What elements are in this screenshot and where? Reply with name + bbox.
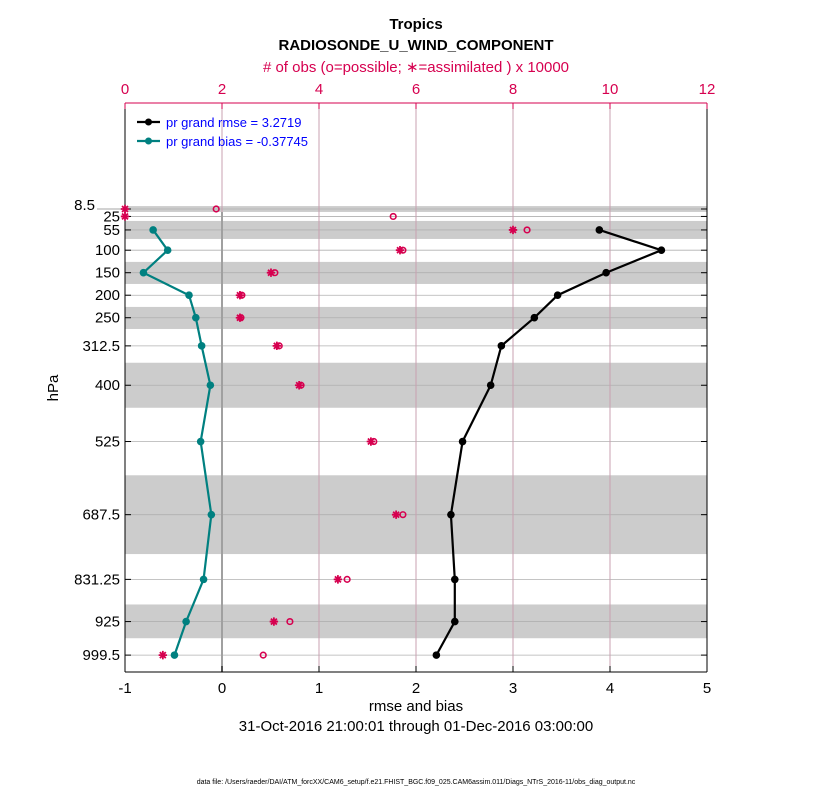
x-axis-label: rmse and bias bbox=[369, 698, 463, 715]
footer-data-file: data file: /Users/raeder/DAI/ATM_forcXX/… bbox=[197, 779, 636, 786]
series-point-0 bbox=[595, 226, 604, 234]
top-tick-label: 2 bbox=[218, 81, 226, 98]
x-tick-label: 3 bbox=[509, 680, 517, 697]
top-tick-label: 0 bbox=[121, 81, 129, 98]
top-tick-label: 4 bbox=[315, 81, 323, 98]
series-point-0 bbox=[657, 246, 666, 255]
series-point-0 bbox=[497, 342, 506, 350]
x-tick-label: 5 bbox=[703, 680, 711, 697]
y-tick-label: 999.5 bbox=[82, 647, 120, 664]
series-line-0 bbox=[435, 228, 665, 656]
series-point-0 bbox=[486, 381, 495, 390]
chart-title: Tropics bbox=[389, 16, 442, 33]
series-point-1 bbox=[199, 575, 208, 584]
obs-possible-marker bbox=[286, 617, 294, 626]
legend-label-0: pr grand rmse = 3.2719 bbox=[166, 115, 302, 130]
legend-marker-1 bbox=[145, 137, 152, 145]
top-axis-label: # of obs (o=possible; ∗=assimilated ) x … bbox=[263, 59, 569, 76]
series-point-0 bbox=[458, 437, 467, 446]
y-tick-label: 831.25 bbox=[74, 571, 120, 588]
series-point-1 bbox=[196, 437, 205, 446]
y-tick-label: 150 bbox=[95, 265, 120, 282]
y-tick-label: 25 bbox=[103, 208, 120, 225]
obs-assimilated-marker bbox=[120, 204, 130, 214]
obs-possible-marker bbox=[389, 212, 397, 221]
series-point-1 bbox=[207, 510, 216, 519]
x-tick-label: 0 bbox=[218, 680, 226, 697]
series-line-1 bbox=[141, 229, 213, 656]
series-point-0 bbox=[451, 617, 459, 626]
obs-assimilated-marker bbox=[266, 268, 276, 277]
series-point-0 bbox=[432, 651, 441, 659]
obs-assimilated-marker bbox=[508, 225, 518, 235]
legend-label-1: pr grand bias = -0.37745 bbox=[166, 134, 308, 149]
y-tick-label: 100 bbox=[95, 242, 120, 259]
obs-assimilated-marker bbox=[158, 650, 168, 660]
y-tick-label: 250 bbox=[95, 310, 120, 327]
series-point-1 bbox=[206, 381, 215, 390]
y-tick-label: 200 bbox=[95, 287, 120, 304]
y-axis-label: hPa bbox=[45, 374, 62, 401]
y-tick-label: 687.5 bbox=[82, 507, 120, 524]
series-point-1 bbox=[170, 651, 179, 659]
series-point-0 bbox=[602, 268, 610, 277]
series-point-1 bbox=[182, 617, 190, 626]
series-point-1 bbox=[149, 226, 157, 234]
series-point-1 bbox=[139, 268, 148, 277]
series-point-0 bbox=[447, 510, 455, 519]
series-point-0 bbox=[553, 291, 562, 300]
legend-marker-0 bbox=[145, 118, 152, 126]
series-point-1 bbox=[192, 313, 200, 322]
obs-assimilated-marker bbox=[294, 381, 304, 390]
obs-assimilated-marker bbox=[272, 341, 282, 351]
obs-assimilated-marker bbox=[120, 212, 130, 221]
obs-possible-marker bbox=[523, 226, 531, 234]
chart-subtitle: RADIOSONDE_U_WIND_COMPONENT bbox=[278, 37, 553, 54]
obs-possible-marker bbox=[259, 651, 267, 659]
y-tick-label: 8.5 bbox=[74, 197, 95, 214]
obs-assimilated-marker bbox=[333, 575, 343, 584]
x-tick-label: -1 bbox=[118, 680, 131, 697]
series-point-1 bbox=[185, 291, 193, 300]
y-tick-label: 55 bbox=[103, 222, 120, 239]
series-point-0 bbox=[530, 313, 539, 322]
y-tick-label: 400 bbox=[95, 377, 120, 394]
obs-assimilated-marker bbox=[366, 437, 376, 446]
obs-assimilated-marker bbox=[391, 510, 401, 519]
top-tick-label: 12 bbox=[699, 81, 716, 98]
top-tick-label: 8 bbox=[509, 81, 517, 98]
obs-assimilated-marker bbox=[395, 246, 405, 255]
x-tick-label: 1 bbox=[315, 680, 323, 697]
series-point-0 bbox=[451, 575, 459, 584]
x-tick-label: 2 bbox=[412, 680, 420, 697]
series-point-1 bbox=[163, 246, 172, 255]
series-point-1 bbox=[197, 342, 206, 350]
y-tick-label: 925 bbox=[95, 614, 120, 631]
obs-possible-marker bbox=[343, 575, 351, 583]
x-tick-label: 4 bbox=[606, 680, 614, 697]
obs-possible-marker bbox=[212, 205, 220, 213]
top-tick-label: 6 bbox=[412, 81, 420, 98]
obs-assimilated-marker bbox=[235, 313, 245, 322]
obs-assimilated-marker bbox=[235, 291, 245, 300]
obs-assimilated-marker bbox=[269, 617, 279, 626]
time-range: 31-Oct-2016 21:00:01 through 01-Dec-2016… bbox=[239, 718, 593, 735]
top-tick-label: 10 bbox=[602, 81, 619, 98]
y-tick-label: 312.5 bbox=[82, 338, 120, 355]
y-tick-label: 525 bbox=[95, 434, 120, 451]
